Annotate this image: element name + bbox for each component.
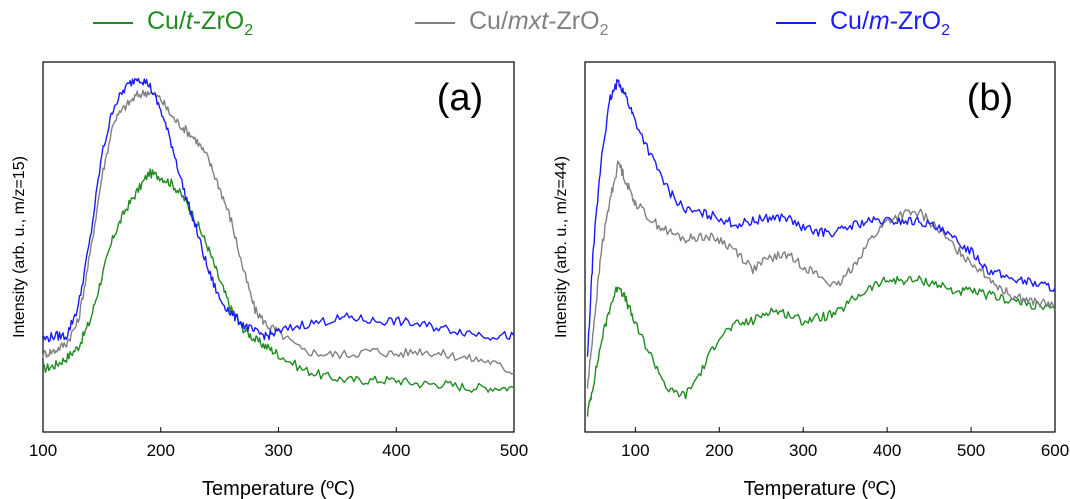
legend-swatch <box>93 22 133 24</box>
x-tick-label-b-0: 100 <box>621 441 649 460</box>
x-tick-label-a-1: 200 <box>147 441 175 460</box>
x-tick-label-a-4: 500 <box>500 441 528 460</box>
series-line-b-2 <box>586 78 1056 357</box>
legend-label: Cu/t-ZrO2 <box>147 6 254 39</box>
x-tick-label-b-3: 400 <box>873 441 901 460</box>
y-axis-title-a: Intensity (arb. u., m/z=15) <box>11 156 28 338</box>
series-line-a-1 <box>42 89 515 375</box>
series-line-a-2 <box>42 77 515 343</box>
x-axis-title-a: Temperature (ºC) <box>202 478 355 499</box>
x-tick-label-a-2: 300 <box>264 441 292 460</box>
panel-label-b: (b) <box>967 77 1013 119</box>
plot-frame-b <box>584 61 1056 433</box>
x-tick-label-b-1: 200 <box>705 441 733 460</box>
x-tick-label-a-0: 100 <box>29 441 57 460</box>
x-tick-label-b-5: 600 <box>1041 441 1069 460</box>
legend-item-cu-m-zro2: Cu/m-ZrO2 <box>776 6 950 40</box>
legend-label: Cu/m-ZrO2 <box>830 6 951 39</box>
panel-label-a: (a) <box>437 77 483 119</box>
series-line-b-1 <box>586 160 1056 389</box>
x-tick-label-b-4: 500 <box>957 441 985 460</box>
legend-item-cu-mxt-zro2: Cu/mxt-ZrO2 <box>415 6 608 40</box>
legend-label: Cu/mxt-ZrO2 <box>469 6 609 39</box>
series-line-b-0 <box>586 275 1056 417</box>
legend-swatch <box>415 22 455 24</box>
y-axis-title-b: Intensity (arb. u., m/z=44) <box>553 156 570 338</box>
x-axis-title-b: Temperature (ºC) <box>744 478 897 499</box>
series-line-a-0 <box>42 168 515 393</box>
x-tick-label-a-3: 400 <box>382 441 410 460</box>
legend-swatch <box>776 22 816 24</box>
legend: Cu/t-ZrO2 Cu/mxt-ZrO2 Cu/m-ZrO2 <box>0 0 1070 60</box>
x-tick-label-b-2: 300 <box>789 441 817 460</box>
legend-item-cu-t-zro2: Cu/t-ZrO2 <box>93 6 253 40</box>
